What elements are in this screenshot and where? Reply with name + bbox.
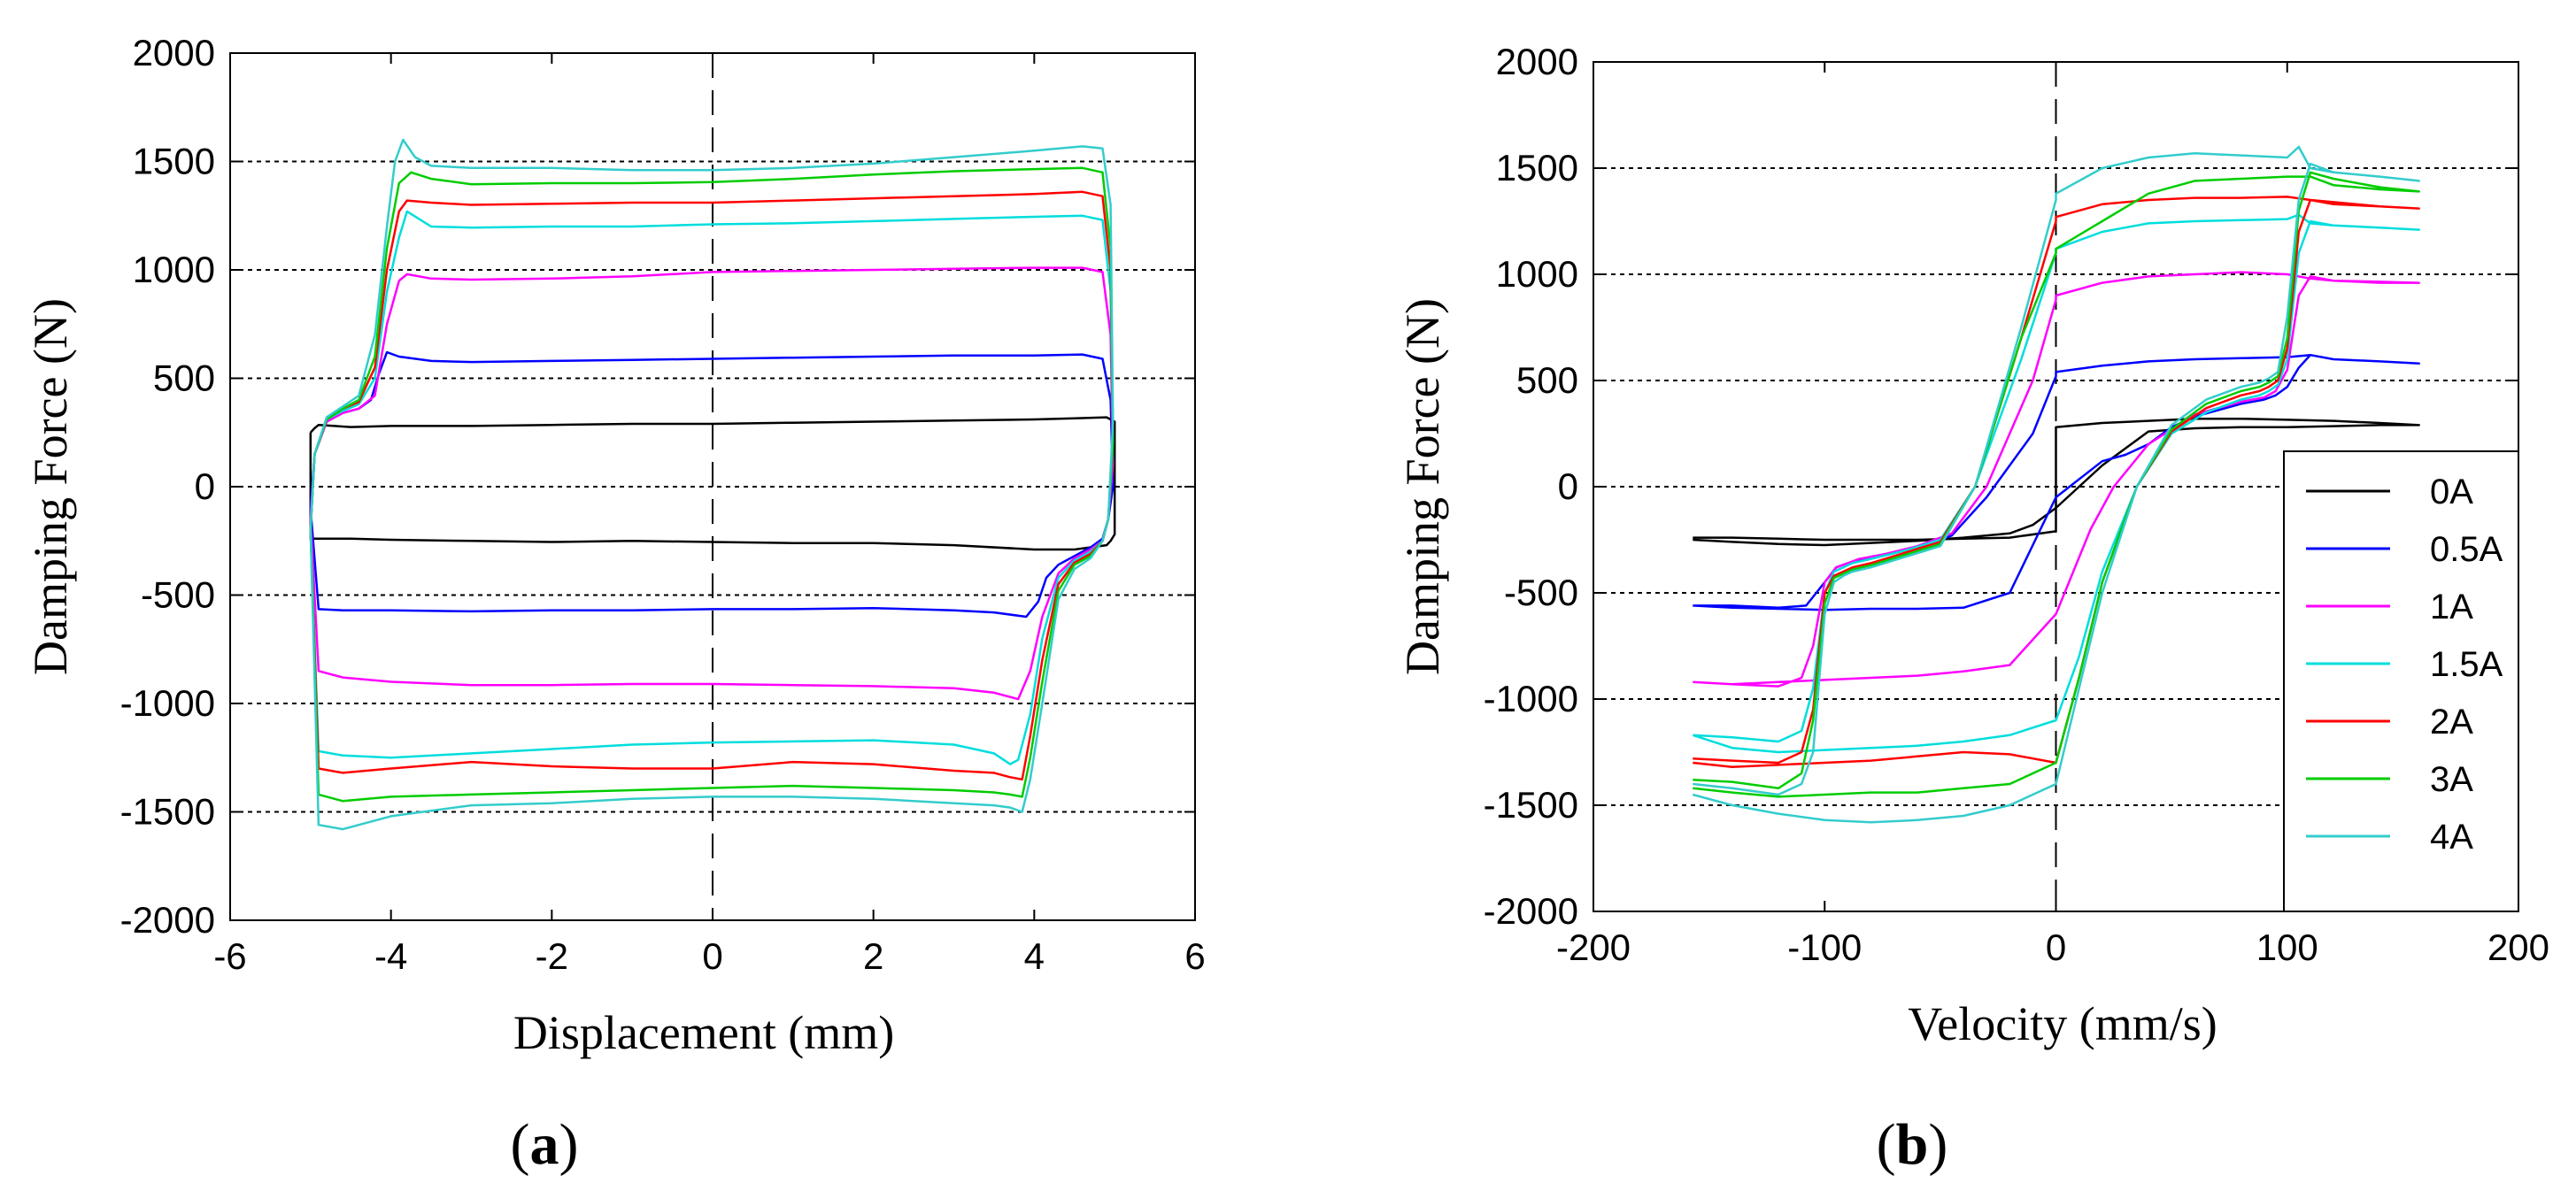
panel-label-a: (a) [511,1112,579,1177]
y-tick-label: 1500 [1496,147,1578,188]
legend-label-1A: 1A [2430,588,2473,626]
y-axis-title-b: Damping Force (N) [1396,298,1449,675]
legend-label-3A: 3A [2430,760,2473,799]
x-axis-title-b: Velocity (mm/s) [1908,997,2217,1050]
x-tick-label: 4 [1024,935,1045,977]
y-tick-label: 1000 [133,249,215,290]
y-tick-label: 500 [1516,359,1578,401]
y-tick-label: 0 [195,465,215,507]
x-tick-label: -200 [1556,926,1631,968]
panel-letter-b: b [1896,1112,1929,1177]
panel-label-b: (b) [1877,1112,1948,1177]
y-tick-label: -500 [1504,572,1578,613]
x-tick-label: 2 [863,935,883,977]
series-line-3A [1693,171,2420,798]
x-tick-label: 100 [2256,926,2318,968]
y-tick-label: 2000 [133,32,215,73]
panel-letter-a: a [530,1112,559,1177]
y-tick-label: -1000 [1484,678,1578,719]
y-tick-label: -1500 [1484,784,1578,826]
y-tick-label: -2000 [1484,890,1578,932]
x-axis-title-a: Displacement (mm) [513,1006,894,1059]
x-tick-label: -4 [374,935,407,977]
y-tick-label: 500 [153,357,215,399]
series-line-1A [1693,271,2420,688]
y-tick-label: 1500 [133,141,215,182]
series-group-a [309,138,1116,831]
legend-label-2A: 2A [2430,703,2473,742]
legend-label-4A: 4A [2430,818,2473,857]
y-tick-label: -1000 [120,682,215,724]
y-tick-label: -2000 [120,899,215,941]
x-tick-label: -100 [1787,926,1862,968]
legend-label-0.5A: 0.5A [2430,530,2503,569]
series-line-0A [1693,417,2420,547]
y-tick-label: -1500 [120,791,215,833]
y-tick-label: 1000 [1496,253,1578,295]
legend-label-0A: 0A [2430,473,2473,511]
series-line-4A [1692,145,2420,824]
x-tick-label: 6 [1184,935,1205,977]
series-line-0A [309,416,1116,551]
x-tick-label: 0 [702,935,722,977]
y-axis-title-a: Damping Force (N) [24,298,77,675]
legend-label-1.5A: 1.5A [2430,645,2503,684]
x-tick-label: 200 [2487,926,2549,968]
legend-box [2283,450,2519,912]
y-tick-label: -500 [141,574,215,616]
y-tick-label: 2000 [1496,41,1578,82]
chart-a: -6 -4 -2 0 2 4 6 -2000 -1500 -1000 -500 0 500 1000 150… [24,32,1206,1177]
x-tick-label: -2 [536,935,568,977]
x-tick-label: 0 [2046,926,2066,968]
series-line-1.5A [1692,213,2420,754]
ticks-a: -6 -4 -2 0 2 4 6 -2000 -1500 -1000 -500 0 500 1000 150… [120,32,1206,977]
x-tick-label: -6 [213,935,246,977]
series-group-b [1692,145,2420,824]
chart-b: -200 -100 0 100 200-2000-1500-1000-500050010… [1396,41,2549,1177]
series-line-4A [309,138,1114,831]
grid-a [230,53,1195,920]
legend-b: 0A 0.5A 1A 1.5A 2A 3A 4A [2283,450,2519,912]
series-line-2A [1693,196,2420,769]
y-tick-label: 0 [1558,465,1578,507]
